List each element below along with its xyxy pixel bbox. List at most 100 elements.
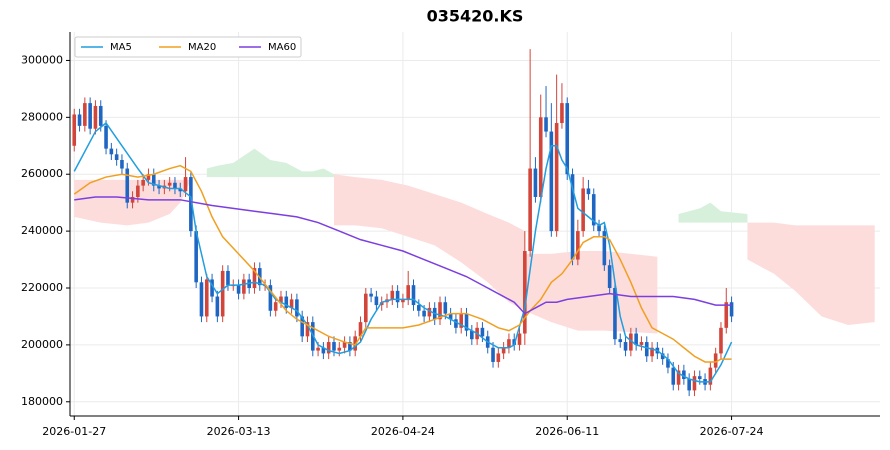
candle-body [644, 342, 649, 357]
candle-body [623, 342, 628, 351]
candle-body [660, 353, 665, 360]
candle-body [438, 302, 442, 320]
candle-body [523, 251, 527, 334]
candle-body [639, 342, 644, 345]
candle-body [72, 114, 77, 146]
candle-body [538, 117, 543, 197]
candle-body [719, 327, 723, 354]
candle-body [401, 299, 405, 303]
candle-body [507, 339, 511, 348]
candle-body [565, 103, 570, 175]
candle-body [581, 188, 585, 232]
candle-body [77, 114, 82, 126]
x-tick-label: 2026-07-24 [700, 425, 764, 438]
x-tick-label: 2026-06-11 [535, 425, 599, 438]
candle-body [316, 347, 320, 351]
candle-body [607, 265, 612, 288]
candle-body [279, 296, 283, 303]
candle-body [629, 333, 633, 351]
candle-body [618, 339, 623, 343]
candle-body [597, 225, 601, 232]
candle-body [687, 379, 691, 391]
candle-body [390, 290, 395, 300]
x-tick-label: 2026-01-27 [42, 425, 106, 438]
cloud [206, 148, 334, 178]
candle-body [242, 279, 246, 294]
candle-body [666, 359, 670, 368]
candle-body [326, 342, 331, 354]
candle-body [98, 105, 103, 126]
candle-body [252, 268, 257, 288]
candle-body [120, 160, 124, 169]
candle-body [480, 327, 485, 337]
candle-body [183, 177, 188, 192]
candle-body [650, 347, 654, 357]
candle-body [130, 196, 135, 203]
candle-body [406, 285, 411, 300]
candle-body [363, 293, 368, 323]
candle-body [570, 174, 575, 260]
legend-label: MA60 [268, 42, 296, 53]
candle-body [724, 302, 729, 328]
candle-body [342, 342, 347, 348]
y-tick-label: 220000 [21, 281, 63, 294]
candle-body [411, 285, 416, 306]
candle-body [613, 288, 617, 340]
candle-body [417, 305, 421, 311]
candle-body [528, 168, 532, 252]
candle-body [491, 347, 495, 362]
candle-body [284, 296, 289, 308]
y-tick-label: 200000 [21, 338, 63, 351]
y-tick-label: 240000 [21, 224, 63, 237]
legend-label: MA20 [188, 42, 216, 53]
candle-body [692, 376, 697, 391]
candle-body [321, 347, 326, 354]
candle-body [713, 353, 718, 368]
candle-body [671, 367, 676, 385]
legend-label: MA5 [110, 42, 132, 53]
candle-body [136, 185, 140, 197]
candle-body [443, 302, 448, 314]
candle-body [114, 154, 119, 160]
candle-body [708, 367, 713, 385]
candle-body [125, 168, 130, 203]
candle-body [215, 296, 220, 317]
candle-body [517, 333, 522, 345]
candle-body [554, 123, 559, 232]
ma-line [73, 121, 733, 383]
chart-title: 035420.KS [427, 7, 524, 26]
y-tick-label: 300000 [21, 53, 63, 66]
candle-body [173, 182, 177, 189]
cloud [747, 222, 875, 325]
candle-body [358, 322, 363, 337]
candle-body [533, 168, 538, 197]
candle-body [300, 316, 304, 337]
candle-body [199, 282, 204, 317]
candle-body [464, 313, 469, 331]
candle-body [178, 188, 183, 192]
candle-body [273, 302, 278, 311]
candle-body [459, 313, 464, 328]
candle-body [167, 182, 172, 186]
candle-body [220, 270, 225, 317]
candle-body [332, 342, 336, 351]
ma-line [73, 164, 732, 363]
candle-body [549, 131, 554, 232]
x-tick-label: 2026-03-13 [207, 425, 271, 438]
candle-body [141, 179, 145, 186]
candle-body [146, 174, 151, 180]
candle-body [236, 285, 241, 294]
candle-body [448, 313, 453, 320]
candle-body [697, 376, 702, 380]
candle-body [268, 285, 273, 311]
candle-body [289, 299, 294, 308]
candle-body [305, 322, 310, 337]
candle-body [501, 347, 506, 354]
candle-body [194, 231, 198, 283]
candle-body [427, 307, 432, 317]
candle-body [496, 353, 501, 362]
candle-body [353, 336, 357, 351]
candle-body [93, 105, 98, 129]
legend: MA5 MA20 MA60 [74, 36, 302, 58]
